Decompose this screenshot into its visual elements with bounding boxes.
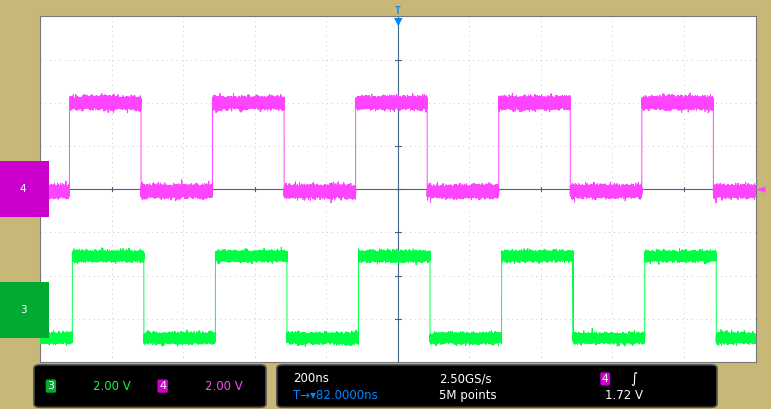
Text: 4: 4 bbox=[602, 374, 608, 384]
Text: 200ns: 200ns bbox=[293, 373, 329, 385]
Text: T: T bbox=[395, 6, 401, 16]
Text: T→▾82.0000ns: T→▾82.0000ns bbox=[293, 389, 378, 402]
Text: 4: 4 bbox=[159, 381, 167, 391]
Text: 3: 3 bbox=[20, 305, 26, 315]
Text: 5M points: 5M points bbox=[439, 389, 497, 402]
Text: 2.00 V: 2.00 V bbox=[93, 380, 131, 393]
Text: 3: 3 bbox=[47, 381, 55, 391]
Text: 4: 4 bbox=[20, 184, 26, 194]
Text: 2.00 V: 2.00 V bbox=[205, 380, 243, 393]
Text: 1.72 V: 1.72 V bbox=[605, 389, 643, 402]
Text: ∫: ∫ bbox=[630, 372, 637, 386]
Text: 2.50GS/s: 2.50GS/s bbox=[439, 373, 492, 385]
Text: ◄: ◄ bbox=[756, 183, 766, 196]
Text: ▼: ▼ bbox=[393, 17, 402, 27]
